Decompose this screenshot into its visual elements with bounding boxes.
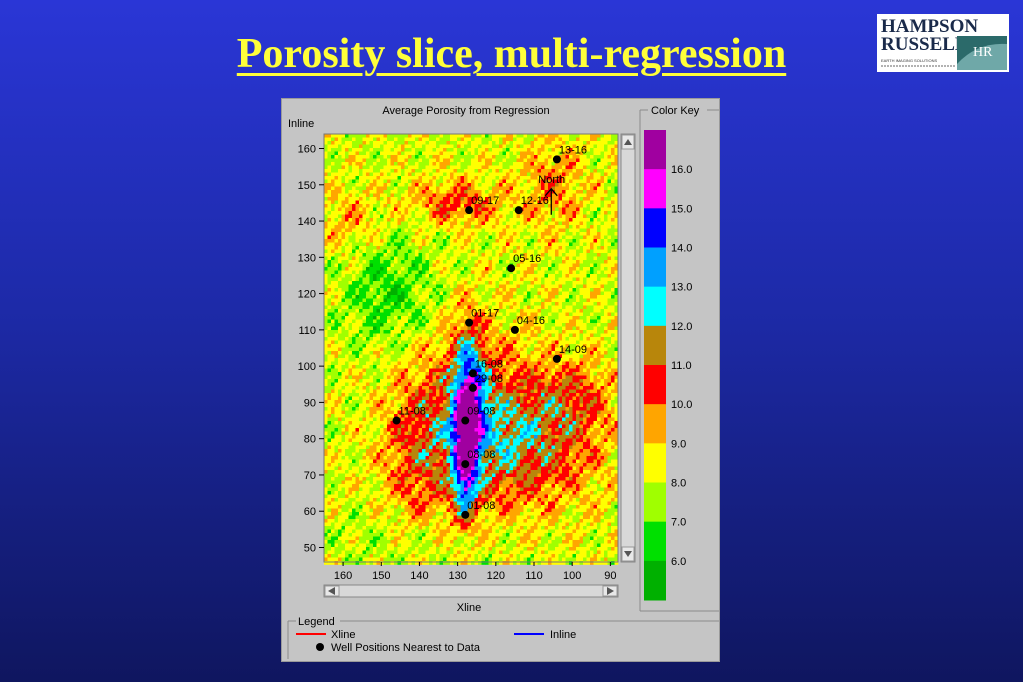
color-key-label: 7.0 — [671, 517, 686, 529]
y-tick-label: 140 — [298, 216, 316, 228]
svg-text:RUSSELL: RUSSELL — [881, 34, 968, 55]
color-key-swatch — [644, 521, 666, 562]
well-marker[interactable] — [392, 416, 401, 425]
color-key-label: 10.0 — [671, 399, 692, 411]
color-key-swatch — [644, 443, 666, 483]
slide-title: Porosity slice, multi-regression — [236, 31, 787, 77]
y-tick-label: 130 — [298, 252, 316, 264]
well-marker[interactable] — [507, 264, 516, 273]
y-tick-label: 160 — [298, 144, 316, 156]
color-key-swatch — [644, 286, 666, 327]
color-key-label: 14.0 — [671, 243, 692, 255]
well-marker[interactable] — [461, 510, 470, 519]
well-marker[interactable] — [552, 155, 561, 164]
legend-inline-label: Inline — [550, 629, 576, 641]
well-label: 13-16 — [559, 144, 587, 156]
well-label: 09-08 — [467, 406, 495, 418]
x-tick-label: 120 — [487, 570, 505, 582]
x-axis-label: Xline — [457, 602, 481, 614]
legend-title: Legend — [298, 616, 335, 628]
company-logo: HAMPSON RUSSELL HR EARTH IMAGING SOLUTIO… — [877, 14, 1009, 72]
porosity-heatmap — [323, 133, 619, 565]
x-tick-label: 90 — [604, 570, 616, 582]
legend-wells-label: Well Positions Nearest to Data — [331, 642, 481, 654]
color-key-title: Color Key — [651, 105, 700, 117]
y-tick-label: 120 — [298, 289, 316, 301]
arrow-right-icon — [607, 587, 614, 595]
x-tick-label: 110 — [525, 570, 543, 582]
color-key-swatch — [644, 130, 666, 170]
y-tick-label: 90 — [304, 397, 316, 409]
well-marker[interactable] — [552, 354, 561, 363]
x-tick-label: 160 — [334, 570, 352, 582]
well-marker[interactable] — [465, 206, 474, 215]
color-key-label: 12.0 — [671, 321, 692, 333]
legend-well-marker — [316, 643, 324, 651]
color-key-label: 15.0 — [671, 203, 692, 215]
x-tick-label: 130 — [448, 570, 466, 582]
svg-text:EARTH IMAGING SOLUTIONS: EARTH IMAGING SOLUTIONS — [881, 58, 937, 63]
well-label: 05-16 — [513, 253, 541, 265]
y-tick-label: 80 — [304, 434, 316, 446]
well-marker[interactable] — [468, 369, 477, 378]
horizontal-scrollbar[interactable] — [323, 584, 619, 598]
color-key-swatch — [644, 560, 666, 601]
porosity-viewer-panel: Average Porosity from Regression Inline … — [281, 98, 720, 662]
well-label: 16-08 — [475, 358, 503, 370]
legend-xline-label: Xline — [331, 629, 355, 641]
y-tick-label: 110 — [298, 325, 316, 337]
color-key-swatch — [644, 482, 666, 523]
color-key-label: 8.0 — [671, 478, 686, 490]
x-tick-label: 140 — [410, 570, 428, 582]
color-key-swatch — [644, 365, 666, 405]
well-marker[interactable] — [468, 383, 477, 392]
chart-title: Average Porosity from Regression — [382, 105, 549, 117]
x-tick-label: 100 — [563, 570, 581, 582]
y-tick-label: 50 — [304, 542, 316, 554]
svg-text:HAMPSON: HAMPSON — [881, 16, 978, 37]
well-label: 12-16 — [521, 195, 549, 207]
well-marker[interactable] — [514, 206, 523, 215]
well-label: 01-17 — [471, 308, 499, 320]
well-label: 09-17 — [471, 195, 499, 207]
axes: 160 150 140 130 120 110 100 90 80 70 60 50 160 150 140… — [298, 144, 617, 582]
well-marker[interactable] — [465, 318, 474, 327]
well-label: 01-08 — [467, 500, 495, 512]
color-key-swatch — [644, 404, 666, 444]
color-key-swatch — [644, 247, 666, 288]
north-label: North — [538, 174, 565, 186]
well-label: 11-08 — [399, 406, 426, 418]
well-markers: 13-16 09-17 12-16 05-16 01-17 04-16 14-09 16-08… — [392, 144, 587, 519]
color-key-label: 13.0 — [671, 282, 692, 294]
color-key-swatch — [644, 325, 666, 366]
y-axis-label: Inline — [288, 118, 314, 130]
color-key-swatch — [644, 208, 666, 248]
svg-text:HR: HR — [973, 45, 993, 60]
y-tick-label: 60 — [304, 506, 316, 518]
well-label: 08-08 — [467, 449, 495, 461]
y-tick-label: 100 — [298, 361, 316, 373]
x-tick-label: 150 — [372, 570, 390, 582]
well-marker[interactable] — [510, 325, 519, 334]
color-key-label: 6.0 — [671, 556, 686, 568]
north-indicator: North — [538, 174, 565, 215]
well-label: 04-16 — [517, 315, 545, 327]
legend: Legend Xline Inline Well Positions Neare… — [287, 616, 719, 659]
arrow-down-icon — [624, 551, 632, 557]
color-key-swatch — [644, 169, 666, 209]
y-tick-label: 150 — [298, 180, 316, 192]
arrow-up-icon — [624, 139, 632, 145]
color-key-label: 11.0 — [671, 360, 692, 372]
well-marker[interactable] — [461, 416, 470, 425]
well-label: 14-09 — [559, 344, 587, 356]
well-label: 29-08 — [475, 373, 503, 385]
color-key: Color Key 16.0 15.0 14.0 13.0 12.0 11.0 10.0 9.… — [639, 105, 719, 612]
y-tick-label: 70 — [304, 470, 316, 482]
vertical-scrollbar[interactable] — [620, 133, 636, 563]
porosity-chart: Average Porosity from Regression Inline … — [287, 105, 719, 659]
color-key-label: 9.0 — [671, 438, 686, 450]
well-marker[interactable] — [461, 460, 470, 469]
arrow-left-icon — [328, 587, 335, 595]
color-key-label: 16.0 — [671, 164, 692, 176]
